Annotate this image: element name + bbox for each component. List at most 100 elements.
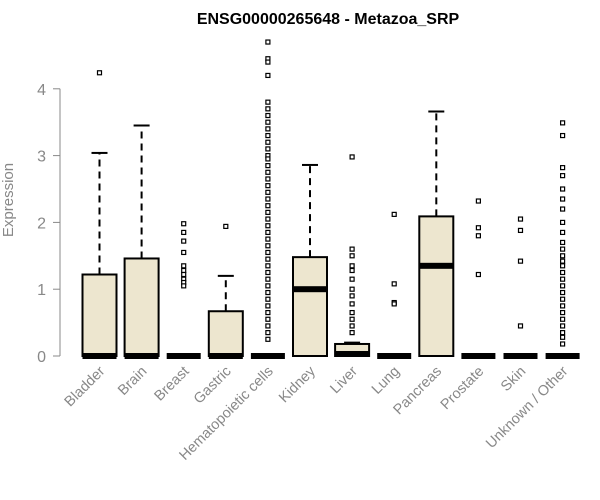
outlier-point xyxy=(265,330,271,336)
y-axis-label: Expression xyxy=(0,163,17,237)
outlier-point xyxy=(517,227,524,234)
outlier-point xyxy=(349,154,355,160)
outlier-point xyxy=(265,276,271,282)
outlier-point xyxy=(265,39,271,45)
outlier-point xyxy=(559,239,566,246)
outlier-point xyxy=(349,293,355,299)
x-tick-label: Skin xyxy=(498,364,529,395)
outlier-point xyxy=(559,289,566,296)
outlier-point xyxy=(349,323,355,329)
x-tick-label: Brain xyxy=(115,364,150,399)
box-gastric xyxy=(207,223,244,359)
outlier-point xyxy=(475,271,481,278)
outlier-point xyxy=(559,165,566,171)
y-tick-label: 3 xyxy=(37,149,46,166)
median-line xyxy=(377,353,412,359)
outlier-point xyxy=(181,263,187,269)
outlier-point xyxy=(265,139,271,145)
outlier-point xyxy=(181,267,187,274)
box-liver xyxy=(334,154,371,358)
outlier-point xyxy=(265,323,271,329)
outlier-point xyxy=(265,209,271,215)
box-unknown-other xyxy=(545,120,580,359)
outlier-point xyxy=(265,296,271,302)
outlier-point xyxy=(265,106,271,112)
y-axis: 0 1 2 3 4 xyxy=(37,82,61,366)
outlier-point xyxy=(559,219,566,225)
outlier-point xyxy=(265,256,271,262)
x-tick-label: Lung xyxy=(369,364,403,398)
outlier-point xyxy=(265,146,271,152)
outlier-point xyxy=(559,276,566,282)
box-brain xyxy=(123,124,160,359)
outlier-point xyxy=(559,303,566,309)
outlier-point xyxy=(349,301,355,307)
outlier-point xyxy=(265,309,271,316)
outlier-point xyxy=(265,99,271,105)
box-lung xyxy=(377,211,412,359)
x-tick-label: Breast xyxy=(152,364,193,405)
outlier-point xyxy=(559,120,566,126)
median-line xyxy=(293,286,327,293)
x-tick-label: Kidney xyxy=(276,363,319,406)
outlier-point xyxy=(349,267,355,274)
outlier-point xyxy=(265,156,271,162)
outlier-point xyxy=(265,229,271,236)
outlier-point xyxy=(265,176,271,182)
outlier-point xyxy=(265,72,271,79)
outlier-point xyxy=(559,186,566,192)
outlier-point xyxy=(391,301,397,307)
outlier-point xyxy=(517,258,524,264)
outlier-point xyxy=(265,126,271,132)
outlier-point xyxy=(349,253,355,259)
outlier-point xyxy=(265,189,271,195)
outlier-point xyxy=(265,316,271,322)
outlier-point xyxy=(349,330,355,336)
y-tick-label: 0 xyxy=(37,349,46,366)
median-line xyxy=(82,353,117,359)
box-body xyxy=(292,256,328,357)
outlier-point xyxy=(265,203,271,209)
box-breast xyxy=(166,221,201,359)
outlier-point xyxy=(559,330,566,336)
outlier-point xyxy=(265,289,271,296)
median-line xyxy=(208,353,243,359)
outlier-point xyxy=(391,281,397,287)
outlier-point xyxy=(349,246,355,252)
median-line xyxy=(503,353,538,359)
box-hematopoietic-cells xyxy=(250,39,285,359)
chart-title: ENSG00000265648 - Metazoa_SRP xyxy=(197,11,460,28)
outlier-point xyxy=(265,283,271,289)
outlier-point xyxy=(559,283,566,289)
x-tick-label: Bladder xyxy=(62,363,109,410)
outlier-point xyxy=(181,283,187,289)
outlier-point xyxy=(349,286,355,292)
box-body xyxy=(418,215,455,357)
x-tick-label: Liver xyxy=(327,363,361,397)
outlier-point xyxy=(265,132,271,139)
box-bladder xyxy=(81,70,118,359)
median-line xyxy=(124,353,159,359)
box-kidney xyxy=(292,163,328,357)
x-tick-label: Prostate xyxy=(438,364,487,413)
median-line xyxy=(250,353,285,359)
outlier-point xyxy=(517,323,524,329)
outlier-point xyxy=(181,238,187,244)
outlier-point xyxy=(475,198,481,204)
y-tick-label: 1 xyxy=(37,282,46,299)
outlier-point xyxy=(265,163,271,169)
outlier-point xyxy=(475,225,481,231)
median-line xyxy=(419,262,454,269)
y-tick-label: 2 xyxy=(37,215,46,232)
outlier-point xyxy=(181,271,187,278)
y-tick-label: 4 xyxy=(37,82,46,99)
box-body xyxy=(123,257,160,357)
boxes-group xyxy=(81,39,580,359)
outlier-point xyxy=(265,336,271,342)
outlier-point xyxy=(181,229,187,236)
outlier-point xyxy=(559,323,566,329)
outlier-point xyxy=(559,258,566,264)
